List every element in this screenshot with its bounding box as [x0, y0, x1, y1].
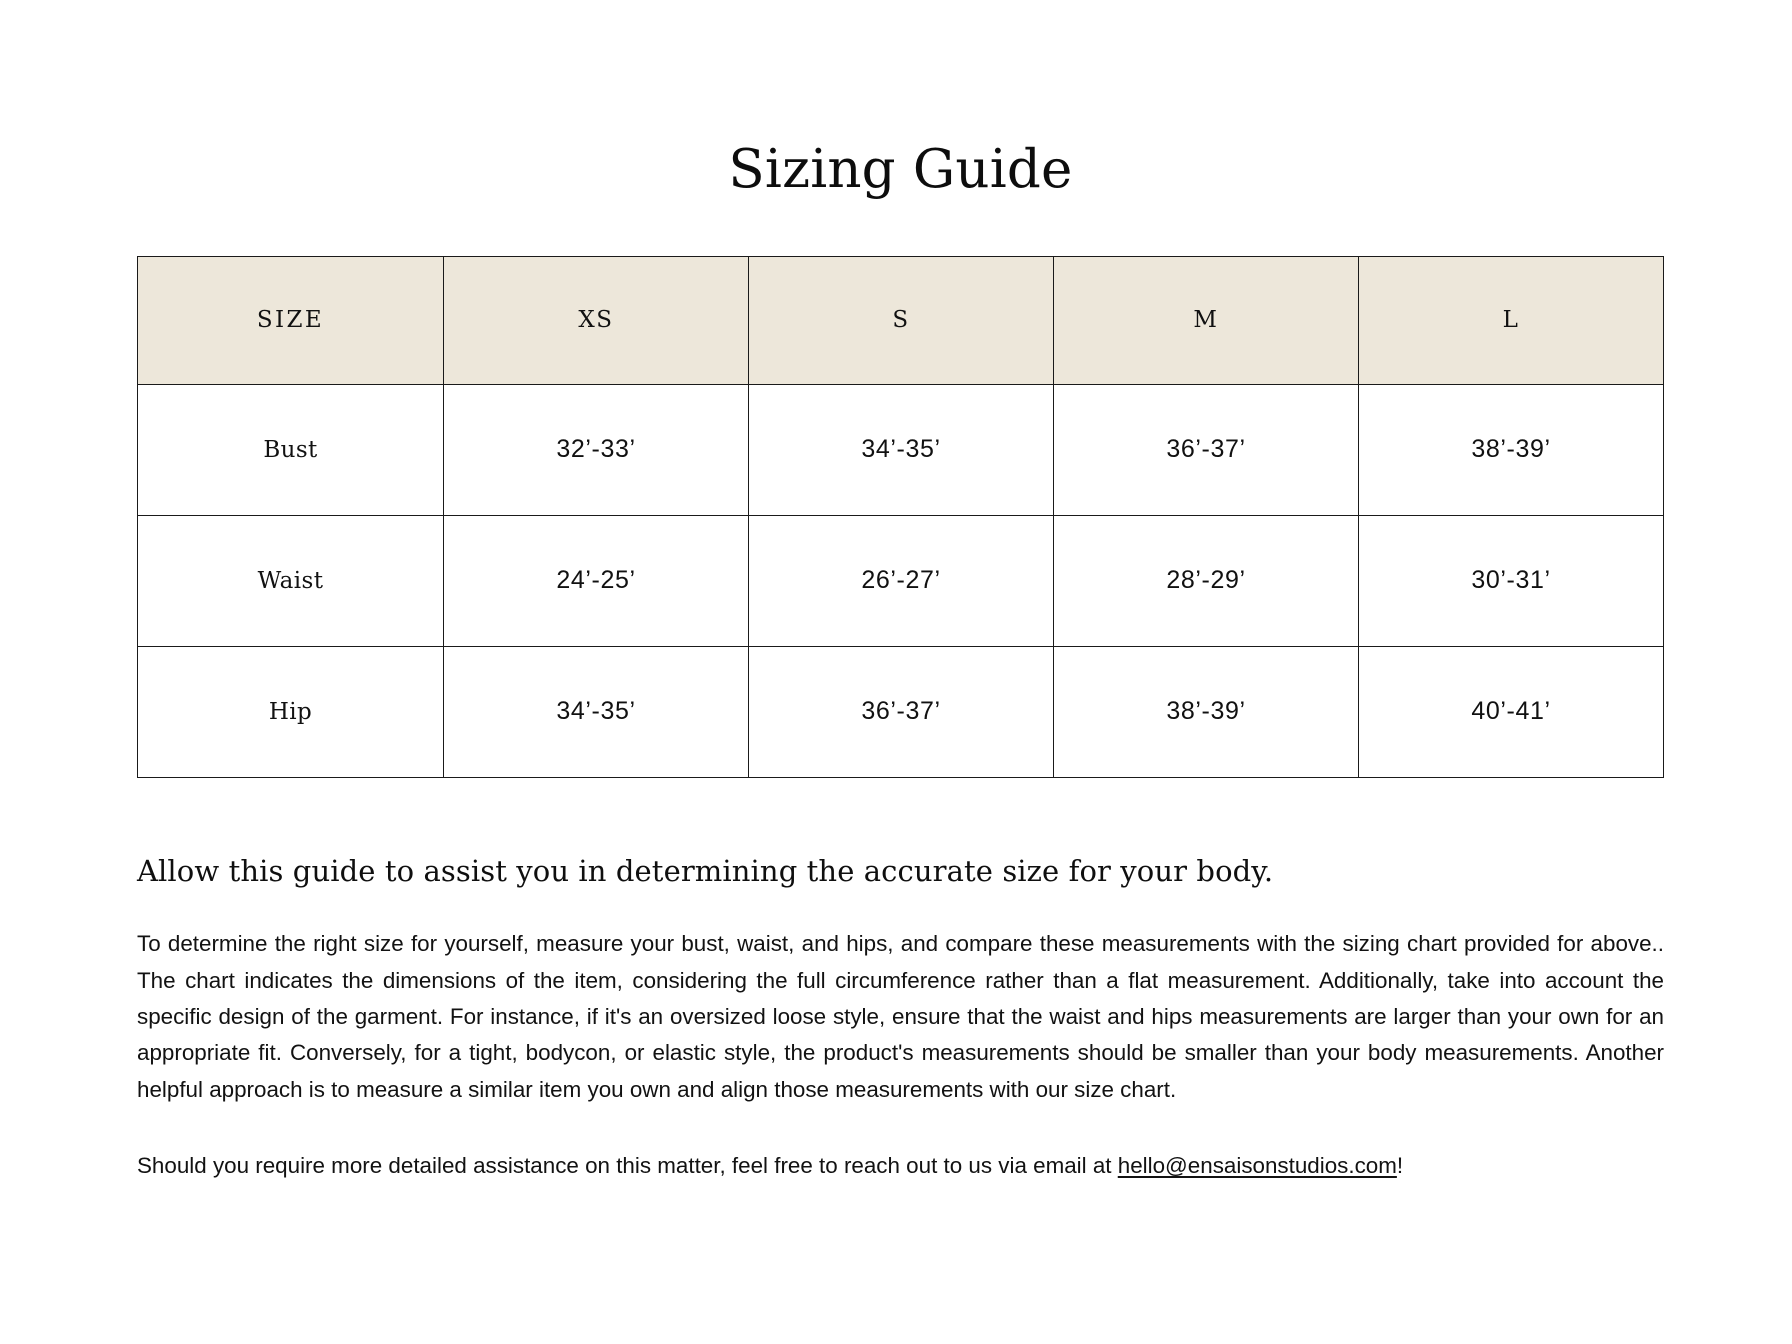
column-header-m: M — [1053, 255, 1359, 385]
contact-suffix-text: ! — [1396, 1152, 1404, 1178]
table-body: Bust 32’-33’ 34’-35’ 36’-37’ 38’-39’ Wai… — [137, 383, 1664, 778]
table-header: SIZE XS S M L — [137, 255, 1664, 385]
contact-paragraph: Should you require more detailed assista… — [137, 1108, 1664, 1184]
cell-bust-s: 34’-35’ — [748, 383, 1054, 516]
contact-prefix-text: Should you require more detailed assista… — [137, 1152, 1118, 1178]
cell-bust-l: 38’-39’ — [1358, 383, 1664, 516]
table-row: Hip 34’-35’ 36’-37’ 38’-39’ 40’-41’ — [137, 645, 1664, 778]
table-row: Bust 32’-33’ 34’-35’ 36’-37’ 38’-39’ — [137, 383, 1664, 516]
sizing-table: SIZE XS S M L Bust 32’-33’ 34’-35’ 36’-3… — [137, 255, 1664, 778]
row-label-bust: Bust — [137, 383, 444, 516]
contact-email-link[interactable]: hello@ensaisonstudios.com — [1117, 1152, 1397, 1178]
cell-hip-m: 38’-39’ — [1053, 645, 1359, 778]
cell-hip-l: 40’-41’ — [1358, 645, 1664, 778]
row-label-hip: Hip — [137, 645, 444, 778]
cell-waist-l: 30’-31’ — [1358, 514, 1664, 647]
cell-hip-s: 36’-37’ — [748, 645, 1054, 778]
column-header-size: SIZE — [137, 255, 444, 385]
instructions-paragraph: To determine the right size for yourself… — [137, 931, 1664, 1102]
table-row: Waist 24’-25’ 26’-27’ 28’-29’ 30’-31’ — [137, 514, 1664, 647]
cell-waist-m: 28’-29’ — [1053, 514, 1359, 647]
cell-waist-xs: 24’-25’ — [443, 514, 749, 647]
cell-waist-s: 26’-27’ — [748, 514, 1054, 647]
content-container: Sizing Guide SIZE XS S M L — [137, 0, 1664, 1184]
cell-bust-xs: 32’-33’ — [443, 383, 749, 516]
cell-hip-xs: 34’-35’ — [443, 645, 749, 778]
column-header-s: S — [748, 255, 1054, 385]
cell-bust-m: 36’-37’ — [1053, 383, 1359, 516]
row-label-waist: Waist — [137, 514, 444, 647]
column-header-xs: XS — [443, 255, 749, 385]
table-header-row: SIZE XS S M L — [137, 255, 1664, 385]
column-header-l: L — [1358, 255, 1664, 385]
tagline: Allow this guide to assist you in determ… — [137, 853, 1274, 888]
page-title: Sizing Guide — [728, 139, 1073, 200]
